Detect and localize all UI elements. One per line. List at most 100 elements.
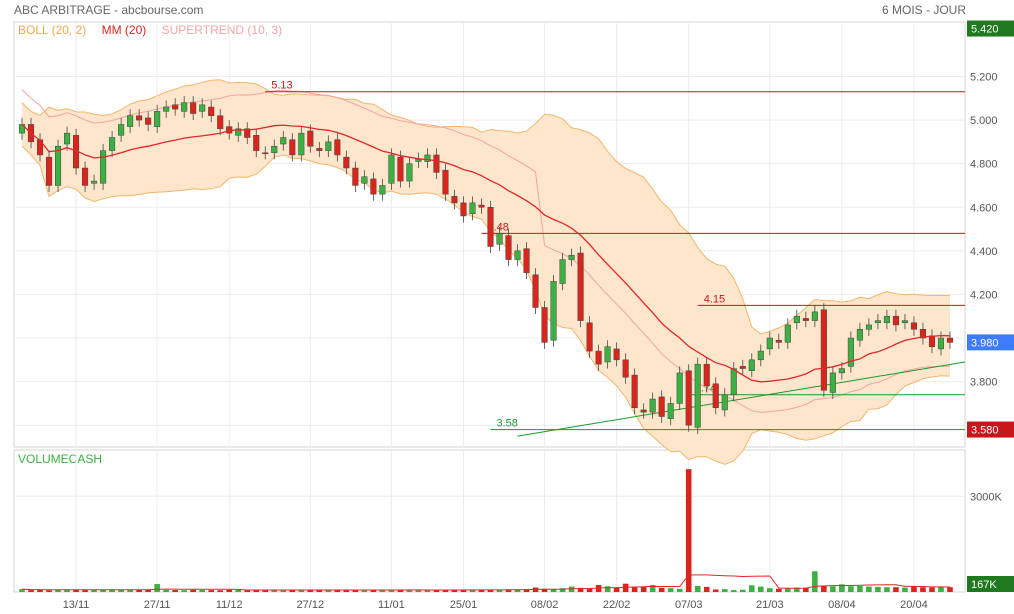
candle-body	[784, 324, 791, 343]
bollinger-bands	[21, 79, 951, 465]
last-price-tag-box	[967, 334, 1014, 351]
volume-bar	[334, 589, 341, 592]
candle	[235, 122, 242, 142]
volume-bar	[397, 589, 404, 592]
candle-body	[631, 374, 638, 409]
volume-bar	[676, 588, 683, 592]
volume-bar	[298, 589, 305, 592]
candle	[145, 111, 152, 131]
volume-bar	[370, 589, 377, 592]
candle	[847, 331, 854, 373]
candle-body	[928, 335, 936, 347]
last-price-tag-text: 3.980	[971, 337, 999, 349]
candle-body	[811, 311, 818, 321]
x-tick-label: 27/11	[144, 599, 171, 611]
volume-bar	[721, 589, 728, 592]
candle-body	[577, 252, 584, 321]
candle	[109, 130, 116, 158]
candle-body	[262, 152, 269, 155]
volume-bar	[812, 571, 818, 592]
candle-body	[739, 366, 746, 369]
candle	[532, 268, 539, 315]
volume-bar	[640, 586, 647, 592]
candle	[910, 316, 917, 336]
candle	[829, 366, 836, 400]
candle-body	[730, 368, 737, 395]
legend-boll: BOLL (20, 2)	[18, 23, 87, 37]
period-label: 6 MOIS - JOUR	[881, 3, 966, 17]
candle	[766, 331, 773, 356]
volume-bar	[82, 590, 88, 592]
candle-body	[190, 102, 197, 114]
volume-bar	[154, 584, 160, 592]
candle-body	[721, 394, 728, 411]
volume-bar	[172, 590, 178, 592]
volume-bar	[28, 590, 34, 592]
candle-body	[460, 202, 467, 217]
volume-bar	[550, 589, 557, 592]
x-tick-label: 27/12	[297, 599, 325, 611]
volume-bar	[478, 589, 485, 592]
volume-bar	[559, 588, 566, 592]
volume-bar	[505, 589, 512, 592]
candle-body	[622, 359, 629, 378]
last-volume-tag: 167K	[967, 576, 1014, 592]
candle	[541, 300, 548, 349]
volume-bar	[316, 590, 323, 592]
candle-body	[361, 176, 368, 184]
candle	[694, 357, 701, 434]
candle-body	[244, 128, 251, 138]
candle	[118, 117, 125, 142]
volume-bars	[19, 469, 953, 592]
volume-bar	[181, 590, 187, 592]
volume-bar	[739, 589, 746, 592]
candle-body	[415, 159, 422, 162]
candle	[334, 133, 341, 162]
candle-body	[757, 350, 764, 361]
x-tick-label: 25/01	[450, 599, 478, 611]
x-tick-label: 08/04	[828, 599, 856, 611]
volume-bar	[217, 590, 224, 592]
y-tick-label: 4.400	[970, 246, 998, 258]
y-tick-label: 4.200	[970, 289, 998, 301]
volume-bar	[388, 589, 395, 592]
volume-bar	[19, 589, 25, 592]
candle-body	[379, 185, 386, 195]
volume-bar	[271, 590, 278, 592]
candle	[595, 344, 602, 371]
candle	[397, 150, 404, 188]
candle-body	[937, 337, 945, 350]
candle-body	[235, 128, 242, 136]
volume-bar	[631, 586, 638, 592]
candle	[379, 178, 386, 201]
candle	[370, 172, 377, 201]
x-tick-label: 11/12	[216, 599, 243, 611]
volume-bar	[848, 586, 854, 592]
candle	[883, 309, 890, 330]
candle-body	[91, 180, 98, 184]
candle	[721, 388, 728, 417]
volume-bar	[55, 589, 61, 592]
candle-body	[640, 409, 647, 413]
candle-body	[325, 141, 332, 151]
candle-body	[334, 139, 341, 156]
candle	[748, 353, 755, 378]
volume-bar	[433, 590, 440, 592]
volume-bar	[199, 589, 205, 592]
volume-bar	[541, 588, 548, 592]
volume-bar	[145, 589, 151, 592]
low-price-tag-box	[967, 421, 1014, 438]
volume-bar	[118, 589, 124, 592]
candle-body	[532, 274, 539, 308]
volume-bar	[577, 587, 584, 592]
volume-bar	[289, 590, 296, 592]
candle-body	[919, 329, 927, 339]
candle-body	[559, 259, 566, 284]
candle-body	[469, 202, 476, 215]
volume-bar	[325, 590, 332, 592]
candle	[388, 148, 395, 190]
axes: 3.6003.8004.0004.2004.4004.6004.8005.000…	[63, 20, 1014, 611]
candle	[280, 130, 287, 151]
volume-bar	[839, 584, 845, 592]
chart-title: ABC ARBITRAGE - abcbourse.com	[14, 3, 204, 17]
